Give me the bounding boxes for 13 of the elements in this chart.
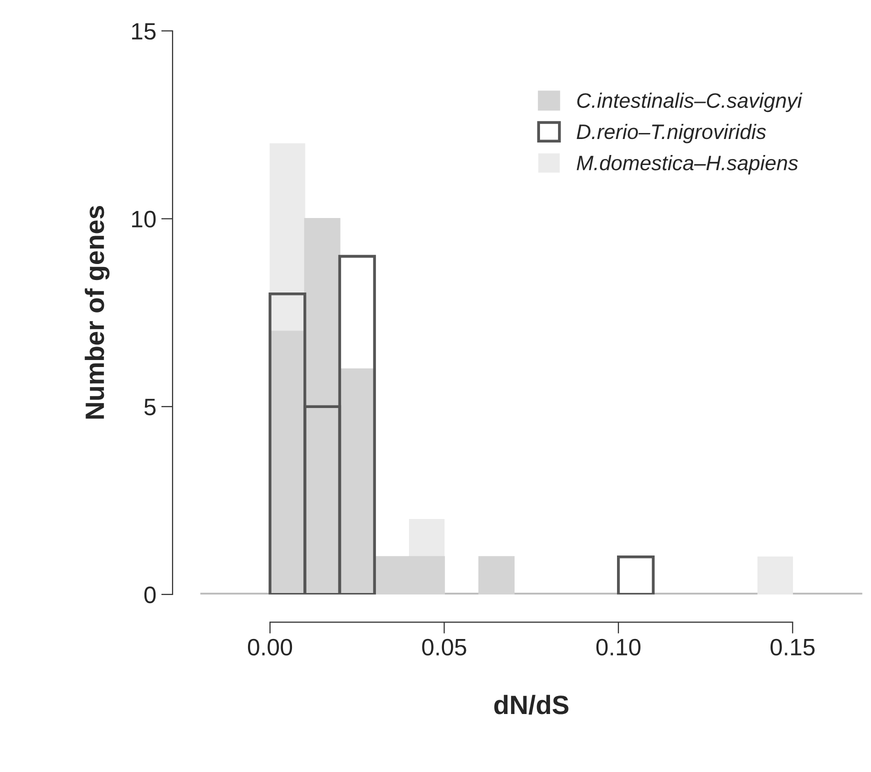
x-tick-label: 0.15 (770, 638, 815, 656)
x-axis-title: dN/dS (494, 694, 568, 715)
y-tick-label: 10 (132, 210, 156, 228)
x-tick-label: 0.00 (248, 638, 292, 656)
x-tick-label: 0.10 (596, 638, 640, 656)
x-tick-label: 0.05 (422, 638, 466, 656)
legend-label: C.intestinalis–C.savignyi (577, 92, 802, 112)
y-axis-title: Number of genes (84, 206, 110, 419)
legend-label: D.rerio–T.nigroviridis (576, 124, 766, 144)
y-tick-label: 5 (144, 398, 156, 416)
y-tick-label: 15 (132, 23, 156, 40)
legend-label: M.domestica–H.sapiens (576, 155, 798, 174)
y-tick-label: 0 (144, 586, 156, 604)
